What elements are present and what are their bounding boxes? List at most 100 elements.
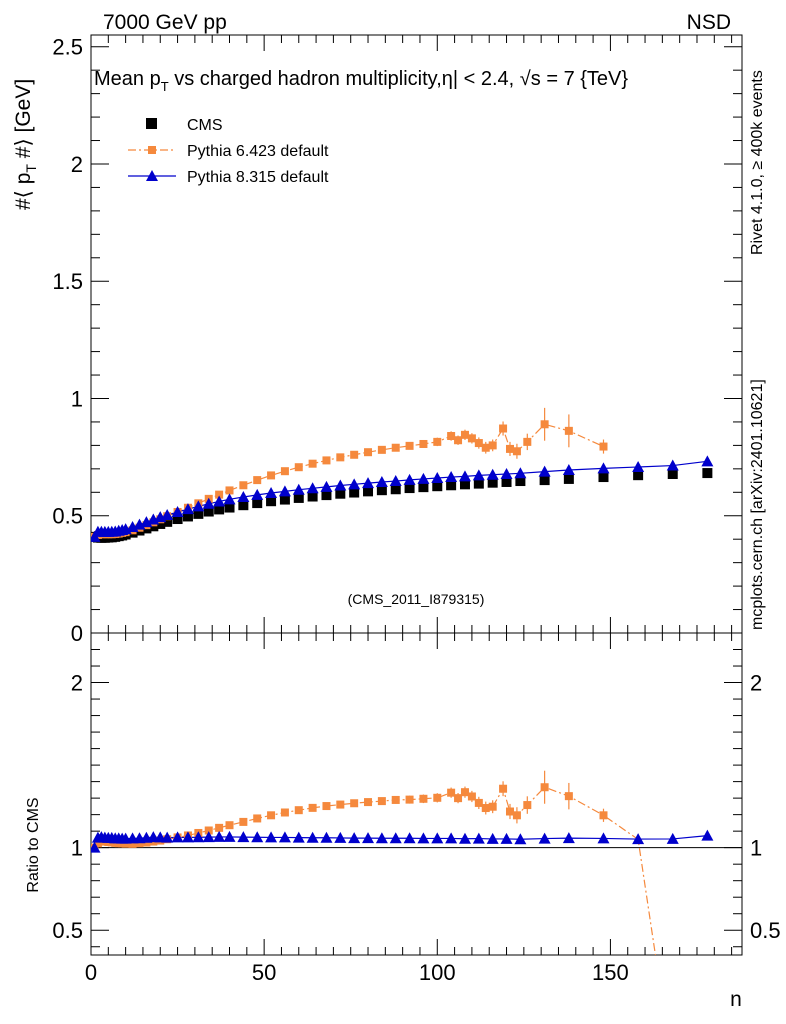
ratio-py6-point	[377, 797, 386, 806]
py6-point	[405, 441, 414, 450]
py6-point	[419, 439, 428, 448]
py8-point	[181, 503, 194, 515]
legend-marker-cms	[146, 118, 157, 129]
ratio-py6-point	[599, 811, 608, 820]
py6-point	[225, 486, 234, 495]
cms-point	[539, 475, 550, 486]
ratio-py6-point	[454, 794, 463, 803]
legend-marker-py8	[146, 170, 158, 181]
ratio-py8-point	[265, 831, 278, 843]
ratio-py8-point	[213, 830, 226, 842]
ratio-y-axis-label: Ratio to CMS	[25, 797, 42, 892]
header-process-label: NSD	[687, 11, 731, 34]
cms-point	[335, 488, 346, 499]
cms-point	[563, 473, 574, 484]
py6-point	[253, 476, 262, 485]
ratio-py8-point	[632, 833, 645, 845]
cms-point	[446, 480, 457, 491]
cms-point	[193, 508, 204, 519]
ratio-py8-point	[389, 832, 402, 844]
ratio-py8-point	[486, 832, 499, 844]
py8-point	[472, 469, 485, 481]
ratio-py6-point	[364, 798, 373, 807]
ylabel-pre: #⟨ p	[12, 173, 35, 210]
py6-point	[523, 437, 532, 446]
mcplots-label: mcplots.cern.ch [arXiv:2401.10621]	[749, 379, 766, 630]
py6-point	[377, 445, 386, 454]
py6-point	[505, 444, 514, 453]
cms-point	[390, 484, 401, 495]
header-energy-label: 7000 GeV pp	[103, 11, 227, 34]
ratio-py8-point	[278, 831, 291, 843]
ratio-py8-point	[538, 832, 551, 844]
title-post: vs charged hadron multiplicity,	[169, 68, 442, 90]
py8-point	[417, 472, 430, 484]
ratio-py6-point	[215, 823, 224, 832]
ratio-py8-point	[334, 831, 347, 843]
ratio-py8-point	[362, 832, 375, 844]
title-pre: Mean p	[94, 68, 161, 90]
rivet-label: Rivet 4.1.0, ≥ 400k events	[749, 70, 766, 255]
py8-point	[538, 465, 551, 477]
py8-point	[320, 480, 333, 492]
py6-point	[239, 481, 248, 490]
ratio-ytick-label: 1	[71, 836, 83, 861]
py8-point	[458, 470, 471, 482]
py8-point	[161, 509, 174, 521]
cms-point	[473, 478, 484, 489]
ratio-py8-point	[237, 831, 250, 843]
ylabel-sub: T	[23, 164, 39, 173]
ratio-py8-point	[171, 831, 184, 843]
main-data-layer	[91, 407, 714, 543]
ratio-py6-point	[294, 806, 303, 815]
ratio-py8-point	[292, 831, 305, 843]
ratio-py6-point	[225, 821, 234, 830]
ratio-py8-point	[458, 832, 471, 844]
legend: CMS Pythia 6.423 default Pythia 8.315 de…	[128, 117, 329, 186]
ratio-py6-point	[239, 817, 248, 826]
ratio-ytick-label-right: 2	[750, 671, 762, 696]
py6-point	[447, 432, 456, 441]
cms-point	[432, 481, 443, 492]
ratio-py6-point	[481, 804, 490, 813]
main-ytick-label: 1	[71, 386, 83, 411]
ratio-py6-point	[564, 792, 573, 801]
ratio-py8-point	[320, 831, 333, 843]
main-y-axis-label: #⟨ pT #⟩ [GeV]	[12, 79, 39, 210]
legend-label-py8: Pythia 8.315 default	[187, 169, 329, 186]
cms-point	[182, 511, 193, 522]
cms-point	[404, 483, 415, 494]
ratio-ytick-label: 2	[71, 671, 83, 696]
xtick-label: 0	[85, 960, 97, 985]
py6-point	[308, 459, 317, 468]
py6-point	[280, 467, 289, 476]
py6-point	[294, 463, 303, 472]
ratio-py6-point	[308, 803, 317, 812]
main-ytick-label: 0	[71, 621, 83, 646]
py6-point	[364, 448, 373, 457]
ratio-py8-point	[431, 832, 444, 844]
py8-point	[389, 475, 402, 487]
py8-point	[223, 493, 236, 505]
py8-point	[445, 471, 458, 483]
ratio-ytick-label-right: 0.5	[750, 918, 781, 943]
py8-point	[192, 500, 205, 512]
py8-point	[500, 468, 513, 480]
cms-point	[266, 496, 277, 507]
cms-point	[363, 486, 374, 497]
py8-point	[348, 478, 361, 490]
py8-point	[251, 488, 264, 500]
ratio-py8-point	[701, 829, 714, 841]
ratio-py6-point	[474, 798, 483, 807]
ratio-py6-point	[391, 795, 400, 804]
py6-point	[474, 439, 483, 448]
py8-point	[292, 483, 305, 495]
py8-point	[597, 462, 610, 474]
py6-point	[215, 490, 224, 499]
py8-point	[237, 490, 250, 502]
ratio-py6-point	[350, 799, 359, 808]
ratio-py6-point	[336, 800, 345, 809]
ratio-py6-point	[322, 802, 331, 811]
ratio-py8-point	[417, 832, 430, 844]
ratio-py8-point	[500, 832, 513, 844]
